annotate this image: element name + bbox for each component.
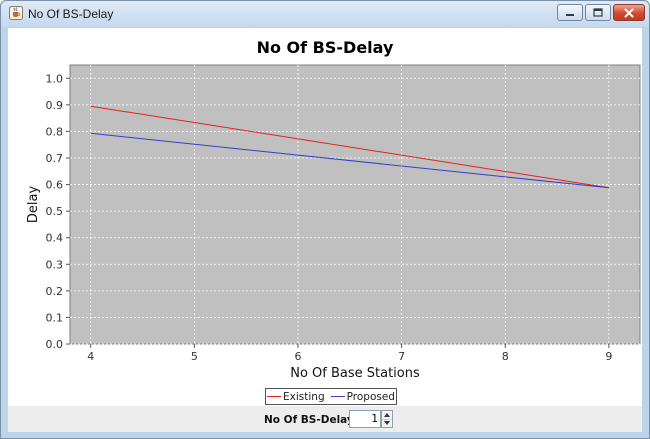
close-icon: [624, 8, 634, 17]
y-tick-label: 0.9: [46, 99, 64, 112]
y-tick-label: 0.7: [46, 152, 64, 165]
maximize-button[interactable]: [585, 4, 611, 21]
x-tick-label: 8: [502, 350, 509, 363]
y-tick-label: 0.6: [46, 179, 64, 192]
arrow-down-icon: [384, 421, 390, 425]
minimize-button[interactable]: [557, 4, 583, 21]
control-panel: No Of BS-Delay 1: [8, 406, 642, 432]
y-axis-label: Delay: [26, 186, 41, 224]
y-tick-label: 0.8: [46, 125, 64, 138]
x-axis-label: No Of Base Stations: [290, 366, 420, 381]
minimize-icon: [566, 13, 574, 16]
legend-swatch-existing: [267, 396, 282, 397]
x-tick-label: 9: [605, 350, 612, 363]
x-tick-label: 5: [191, 350, 198, 363]
y-tick-label: 0.2: [46, 285, 64, 298]
spinner-up-button[interactable]: [382, 411, 392, 420]
legend-label-existing: Existing: [283, 390, 325, 403]
window-title: No Of BS-Delay: [28, 7, 114, 21]
y-tick-label: 0.3: [46, 258, 64, 271]
x-tick-label: 6: [295, 350, 302, 363]
x-tick-label: 7: [398, 350, 405, 363]
legend-item-proposed: Proposed: [330, 390, 395, 403]
java-cup-icon: [9, 6, 23, 20]
y-tick-label: 0.1: [46, 311, 64, 324]
series-line-proposed: [90, 132, 609, 189]
close-button[interactable]: [613, 4, 645, 21]
x-tick-label: 4: [87, 350, 94, 363]
arrow-up-icon: [384, 413, 390, 417]
legend-swatch-proposed: [330, 396, 345, 397]
plot-area: [69, 64, 641, 345]
spinner-label: No Of BS-Delay: [264, 414, 354, 426]
chart-title: No Of BS-Delay: [256, 38, 394, 57]
spinner-arrows: [381, 410, 393, 428]
base-station-spinner-input[interactable]: 1: [349, 410, 381, 428]
y-tick-label: 0.4: [46, 232, 64, 245]
y-tick-label: 0.5: [46, 205, 64, 218]
spinner-down-button[interactable]: [382, 419, 392, 427]
chart-panel: No Of BS-Delay 0.0 0.1 0.2 0.3 0.4 0.5 0.6 0.7 0…: [8, 28, 642, 432]
legend-label-proposed: Proposed: [346, 390, 395, 403]
y-tick-label: 1.0: [46, 72, 64, 85]
title-bar[interactable]: No Of BS-Delay: [1, 1, 649, 27]
series-line-existing: [90, 105, 609, 189]
chart-legend: Existing Proposed: [265, 388, 397, 405]
line-chart: 0.0 0.1 0.2 0.3 0.4 0.5 0.6 0.7 0.8 0.9 1.0 4 5 6 7 8 9 N…: [26, 64, 641, 381]
maximize-icon: [593, 8, 603, 17]
legend-item-existing: Existing: [267, 391, 325, 403]
y-tick-label: 0.0: [46, 338, 64, 351]
